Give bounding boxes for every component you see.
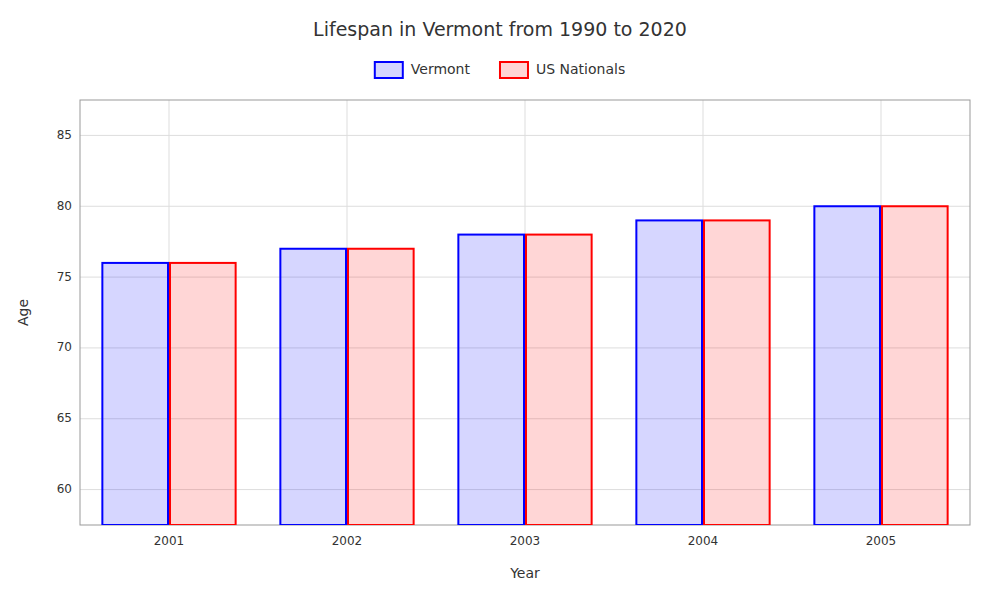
x-tick-label: 2001 bbox=[154, 534, 185, 548]
plot-frame bbox=[80, 100, 970, 525]
bar bbox=[102, 263, 168, 525]
bar bbox=[348, 249, 414, 525]
y-axis-label: Age bbox=[15, 299, 31, 326]
grid bbox=[80, 100, 970, 525]
bar bbox=[814, 206, 880, 525]
bar bbox=[882, 206, 948, 525]
y-tick-label: 60 bbox=[57, 482, 72, 496]
y-tick-label: 80 bbox=[57, 199, 72, 213]
x-tick-label: 2004 bbox=[688, 534, 719, 548]
y-tick-label: 85 bbox=[57, 128, 72, 142]
legend-item: Vermont bbox=[375, 61, 471, 78]
legend-item: US Nationals bbox=[500, 61, 625, 78]
chart-title: Lifespan in Vermont from 1990 to 2020 bbox=[313, 18, 687, 40]
x-tick-label: 2005 bbox=[866, 534, 897, 548]
y-tick-label: 65 bbox=[57, 411, 72, 425]
x-tick-label: 2003 bbox=[510, 534, 541, 548]
bar bbox=[280, 249, 346, 525]
chart-svg: 60 65 70 75 80 85 2001 2002 2003 2004 2005 Year Age L… bbox=[0, 0, 1000, 600]
legend-swatch bbox=[500, 62, 528, 78]
legend-swatch bbox=[375, 62, 403, 78]
bars bbox=[102, 206, 947, 525]
legend-label: US Nationals bbox=[536, 61, 625, 77]
bar bbox=[704, 220, 770, 525]
bar bbox=[458, 235, 524, 525]
x-tick-label: 2002 bbox=[332, 534, 363, 548]
y-tick-label: 75 bbox=[57, 270, 72, 284]
x-axis-label: Year bbox=[509, 565, 540, 581]
legend-label: Vermont bbox=[411, 61, 471, 77]
chart-container: 60 65 70 75 80 85 2001 2002 2003 2004 2005 Year Age L… bbox=[0, 0, 1000, 600]
bar bbox=[526, 235, 592, 525]
legend: Vermont US Nationals bbox=[375, 61, 625, 78]
bar bbox=[170, 263, 236, 525]
y-tick-label: 70 bbox=[57, 340, 72, 354]
bar bbox=[636, 220, 702, 525]
